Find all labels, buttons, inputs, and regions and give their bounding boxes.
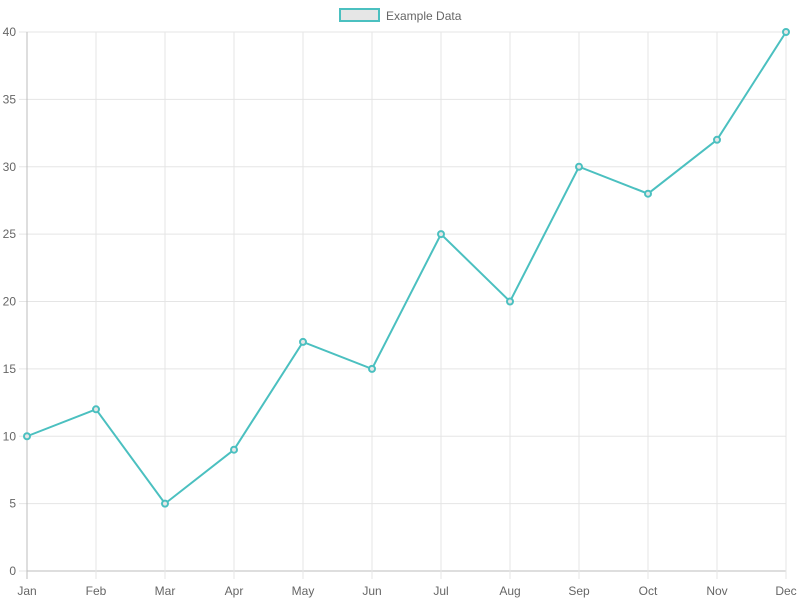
x-tick-label: Jun xyxy=(362,584,381,598)
series-line xyxy=(26,31,787,506)
x-tick-label: Apr xyxy=(225,584,244,598)
data-point xyxy=(161,499,169,508)
x-tick-label: Sep xyxy=(568,584,590,598)
x-tick-label: Jul xyxy=(433,584,448,598)
x-tick-label: Dec xyxy=(775,584,796,598)
data-point xyxy=(23,432,31,441)
data-point xyxy=(506,297,514,306)
y-tick-label: 30 xyxy=(3,160,17,174)
legend-label[interactable]: Example Data xyxy=(386,9,462,23)
grid-lines xyxy=(19,31,787,579)
axes: 0 5 10 15 20 25 30 35 40 Jan Feb Mar Apr May Jun Jul Aug… xyxy=(3,25,797,598)
data-point xyxy=(644,189,652,198)
legend[interactable]: Example Data xyxy=(339,8,462,23)
y-tick-label: 10 xyxy=(3,429,17,443)
y-tick-label: 25 xyxy=(3,227,17,241)
y-tick-label: 15 xyxy=(3,362,17,376)
y-tick-label: 0 xyxy=(9,564,16,578)
x-tick-label: Aug xyxy=(499,584,520,598)
series-layer xyxy=(23,28,790,508)
data-point xyxy=(299,337,307,346)
x-tick-label: May xyxy=(292,584,315,598)
y-tick-label: 35 xyxy=(3,92,17,106)
y-tick-label: 5 xyxy=(9,497,16,511)
data-point xyxy=(437,230,445,239)
x-tick-label: Mar xyxy=(155,584,176,598)
legend-swatch[interactable] xyxy=(339,8,380,22)
data-point xyxy=(782,28,790,36)
data-point xyxy=(230,445,238,454)
y-tick-label: 20 xyxy=(3,295,17,309)
data-point xyxy=(92,405,100,414)
data-point xyxy=(713,135,721,144)
data-point xyxy=(368,364,376,373)
x-tick-label: Oct xyxy=(639,584,658,598)
x-tick-label: Feb xyxy=(86,584,107,598)
x-tick-label: Nov xyxy=(706,584,727,598)
x-tick-label: Jan xyxy=(17,584,36,598)
data-point xyxy=(575,162,583,171)
y-tick-label: 40 xyxy=(3,25,17,39)
